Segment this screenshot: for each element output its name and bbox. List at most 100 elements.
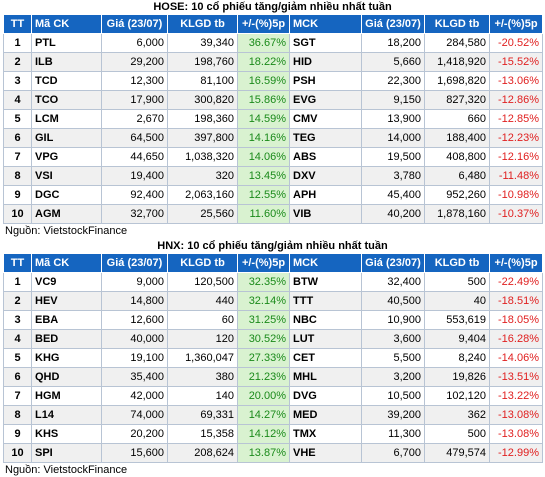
cell-loss-volume: 1,698,820 <box>424 71 490 91</box>
table-row: 2 ILB 29,200 198,760 18.22% HID 5,660 1,418,920… <box>3 52 543 72</box>
cell-loss-volume: 9,404 <box>424 329 490 349</box>
table-row: 1 VC9 9,000 120,500 32.35% BTW 32,400 500 -22.49… <box>3 272 543 292</box>
col-header-klgd: KLGD tb <box>167 253 238 273</box>
cell-gain-code: QHD <box>31 367 102 387</box>
cell-gain-change: 12.55% <box>237 185 290 205</box>
table-row: 6 GIL 64,500 397,800 14.16% TEG 14,000 188,400-… <box>3 128 543 148</box>
cell-gain-price: 14,800 <box>101 291 168 311</box>
cell-gain-code: LCM <box>31 109 102 129</box>
cell-gain-code: KHG <box>31 348 102 368</box>
cell-loss-price: 3,200 <box>361 367 425 387</box>
cell-gain-change: 14.06% <box>237 147 290 167</box>
hnx-source: Nguồn: VietstockFinance <box>5 464 128 476</box>
cell-gain-volume: 25,560 <box>167 204 238 224</box>
cell-gain-volume: 60 <box>167 310 238 330</box>
cell-loss-code: BTW <box>289 272 362 292</box>
cell-loss-change: -15.52% <box>489 52 543 72</box>
cell-gain-price: 92,400 <box>101 185 168 205</box>
col-header-tt: TT <box>3 253 32 273</box>
table-row: 4 TCO 17,900 300,820 15.86% EVG 9,150 827,320 -1… <box>3 90 543 110</box>
cell-gain-price: 19,100 <box>101 348 168 368</box>
cell-gain-price: 6,000 <box>101 33 168 53</box>
cell-gain-price: 64,500 <box>101 128 168 148</box>
cell-gain-volume: 198,760 <box>167 52 238 72</box>
cell-loss-change: -20.52% <box>489 33 543 53</box>
table-row: 7 HGM 42,000 140 20.00% DVG 10,500 102,120 -13.2… <box>3 386 543 406</box>
cell-gain-change: 14.16% <box>237 128 290 148</box>
cell-loss-price: 5,500 <box>361 348 425 368</box>
cell-rank: 1 <box>3 272 32 292</box>
cell-gain-change: 20.00% <box>237 386 290 406</box>
hose-section: HOSE: 10 cổ phiếu tăng/giảm nhiều nhất t… <box>3 1 543 238</box>
table-row: 3 TCD 12,300 81,100 16.59% PSH 22,300 1,698,820… <box>3 71 543 91</box>
cell-gain-volume: 380 <box>167 367 238 387</box>
cell-loss-code: HID <box>289 52 362 72</box>
cell-rank: 2 <box>3 52 32 72</box>
table-row: 2 HEV 14,800 440 32.14% TTT 40,500 40 -18.51% <box>3 291 543 311</box>
col-header-ma-ck: Mã CK <box>31 14 102 34</box>
cell-loss-volume: 102,120 <box>424 386 490 406</box>
cell-gain-code: HGM <box>31 386 102 406</box>
cell-loss-change: -12.23% <box>489 128 543 148</box>
cell-gain-code: HEV <box>31 291 102 311</box>
col-header-change: +/-(%)5p <box>237 253 290 273</box>
cell-loss-volume: 1,878,160 <box>424 204 490 224</box>
cell-gain-change: 11.60% <box>237 204 290 224</box>
cell-loss-code: VHE <box>289 443 362 463</box>
cell-gain-change: 32.14% <box>237 291 290 311</box>
cell-loss-code: VIB <box>289 204 362 224</box>
cell-loss-change: -12.16% <box>489 147 543 167</box>
cell-gain-change: 14.59% <box>237 109 290 129</box>
cell-loss-code: DXV <box>289 166 362 186</box>
cell-loss-price: 10,900 <box>361 310 425 330</box>
cell-loss-code: ABS <box>289 147 362 167</box>
cell-loss-code: LUT <box>289 329 362 349</box>
cell-rank: 10 <box>3 443 32 463</box>
cell-gain-price: 35,400 <box>101 367 168 387</box>
cell-loss-volume: 827,320 <box>424 90 490 110</box>
cell-loss-change: -18.51% <box>489 291 543 311</box>
cell-loss-volume: 408,800 <box>424 147 490 167</box>
table-row: 1 PTL 6,000 39,340 36.67% SGT 18,200 284,580 -20… <box>3 33 543 53</box>
col-header-gia: Giá (23/07) <box>101 253 168 273</box>
cell-rank: 8 <box>3 166 32 186</box>
cell-loss-code: APH <box>289 185 362 205</box>
cell-gain-price: 9,000 <box>101 272 168 292</box>
cell-gain-volume: 320 <box>167 166 238 186</box>
cell-loss-price: 14,000 <box>361 128 425 148</box>
cell-loss-code: SGT <box>289 33 362 53</box>
cell-loss-price: 13,900 <box>361 109 425 129</box>
cell-loss-volume: 362 <box>424 405 490 425</box>
cell-rank: 5 <box>3 348 32 368</box>
col-header-change-down: +/-(%)5p <box>489 253 543 273</box>
cell-gain-volume: 2,063,160 <box>167 185 238 205</box>
cell-loss-volume: 553,619 <box>424 310 490 330</box>
cell-gain-change: 36.67% <box>237 33 290 53</box>
hose-header-row: TT Mã CK Giá (23/07) KLGD tb +/-(%)5p MC… <box>3 14 543 34</box>
cell-loss-code: PSH <box>289 71 362 91</box>
cell-loss-price: 19,500 <box>361 147 425 167</box>
cell-gain-change: 18.22% <box>237 52 290 72</box>
cell-gain-change: 27.33% <box>237 348 290 368</box>
table-row: 7 VPG 44,650 1,038,320 14.06% ABS 19,500 408,80… <box>3 147 543 167</box>
cell-gain-volume: 1,360,047 <box>167 348 238 368</box>
cell-loss-code: EVG <box>289 90 362 110</box>
cell-rank: 6 <box>3 128 32 148</box>
cell-gain-code: DGC <box>31 185 102 205</box>
cell-loss-change: -12.85% <box>489 109 543 129</box>
table-row: 3 EBA 12,600 60 31.25% NBC 10,900 553,619 -18.05… <box>3 310 543 330</box>
col-header-gia-down: Giá (23/07) <box>361 253 425 273</box>
cell-gain-price: 44,650 <box>101 147 168 167</box>
cell-loss-change: -13.51% <box>489 367 543 387</box>
cell-gain-volume: 440 <box>167 291 238 311</box>
cell-loss-change: -13.22% <box>489 386 543 406</box>
cell-rank: 6 <box>3 367 32 387</box>
hnx-title: HNX: 10 cổ phiếu tăng/giảm nhiều nhất tu… <box>157 240 388 252</box>
table-row: 8 VSI 19,400 320 13.45% DXV 3,780 6,480 -11.48% <box>3 166 543 186</box>
cell-loss-volume: 660 <box>424 109 490 129</box>
cell-gain-volume: 300,820 <box>167 90 238 110</box>
cell-loss-price: 3,780 <box>361 166 425 186</box>
table-row: 9 DGC 92,400 2,063,160 12.55% APH 45,400 952,26… <box>3 185 543 205</box>
cell-loss-change: -14.06% <box>489 348 543 368</box>
cell-gain-price: 29,200 <box>101 52 168 72</box>
